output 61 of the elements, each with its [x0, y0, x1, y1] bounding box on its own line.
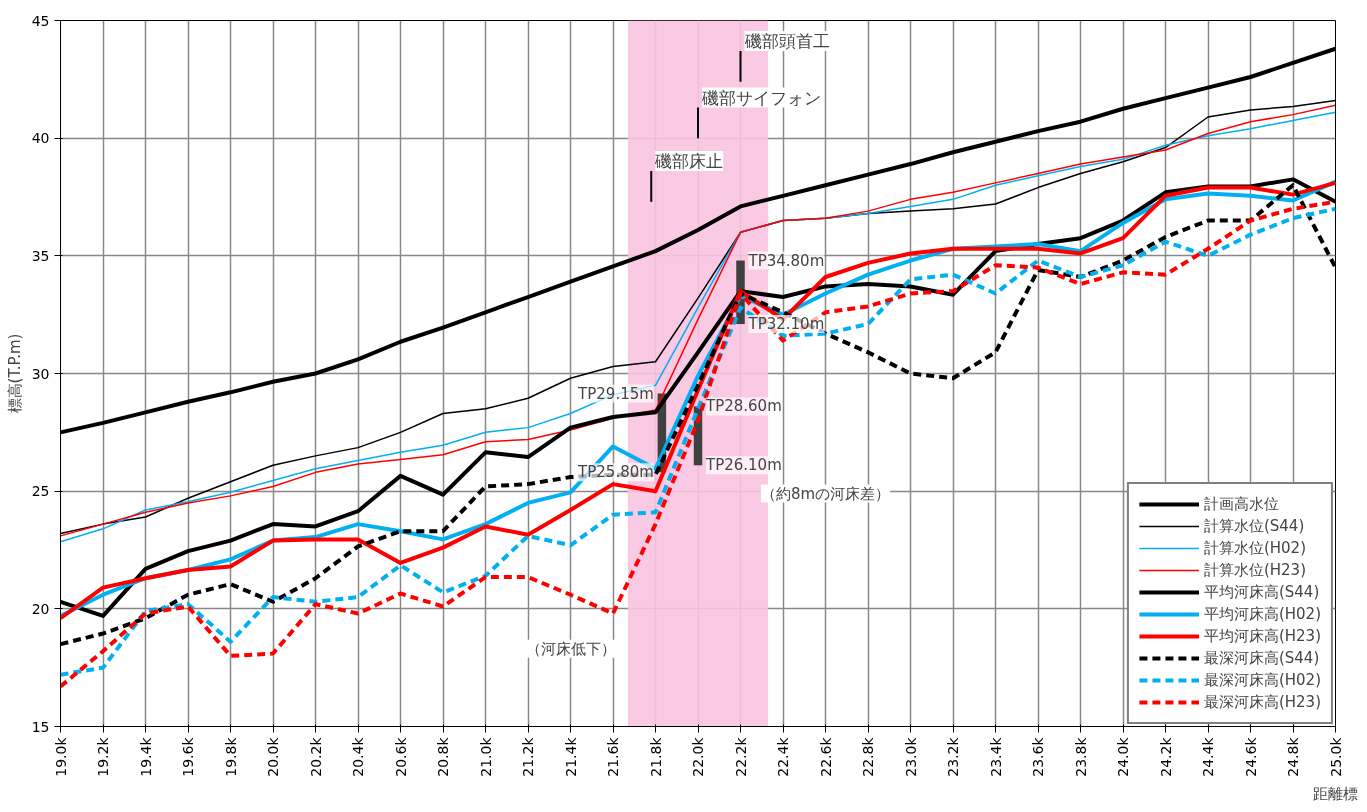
annotation: 磯部床止 [654, 151, 724, 172]
x-tick-label: 19.6k [180, 736, 196, 777]
y-tick-label: 30 [31, 365, 50, 382]
x-tick-label: 19.8k [222, 736, 239, 777]
legend-label: 最深河床高(H02) [1203, 670, 1321, 690]
legend-label: 平均河床高(H02) [1203, 604, 1321, 624]
x-tick-label: 19.2k [95, 736, 111, 777]
annotation: TP28.60m [705, 397, 782, 416]
annotation: 磯部サイフォン [701, 87, 821, 108]
x-tick-label: 23.2k [945, 736, 961, 777]
annotation: TP34.80m [747, 251, 825, 270]
x-tick-label: 21.8k [647, 736, 664, 777]
legend-label: 計算水位(S44) [1203, 516, 1305, 536]
annotation: （約8mの河床差） [760, 484, 891, 503]
y-tick-label: 35 [31, 247, 50, 264]
x-tick-label: 23.6k [1030, 736, 1046, 777]
x-tick-label: 24.6k [1242, 736, 1259, 777]
x-tick-label: 20.6k [392, 736, 409, 777]
x-tick-label: 19.4k [137, 736, 154, 777]
x-tick-label: 20.4k [350, 736, 366, 777]
x-tick-label: 24.4k [1200, 736, 1216, 777]
x-tick-label: 21.6k [605, 736, 621, 777]
legend-label: 平均河床高(H23) [1203, 626, 1321, 646]
x-tick-label: 24.0k [1115, 736, 1131, 777]
x-tick-label: 23.4k [987, 736, 1004, 777]
x-tick-label: 23.8k [1072, 736, 1089, 777]
y-tick-label: 20 [31, 600, 50, 617]
y-tick-label: 45 [31, 12, 50, 29]
legend-label: 最深河床高(H23) [1203, 692, 1321, 712]
x-tick-label: 19.0k [52, 736, 69, 777]
x-axis-title: 距離標 [1313, 784, 1358, 803]
annotation: TP29.15m [577, 384, 654, 403]
legend-label: 計算水位(H02) [1203, 538, 1306, 558]
x-tick-label: 25.0k [1327, 736, 1344, 777]
annotation: TP26.10m [705, 456, 782, 475]
x-tick-label: 22.6k [817, 736, 834, 777]
legend-label: 最深河床高(S44) [1203, 648, 1320, 668]
x-tick-label: 20.0k [265, 736, 281, 777]
annotation: 磯部頭首工 [743, 31, 830, 52]
x-tick-label: 22.0k [690, 736, 706, 777]
annotation: TP25.80m [577, 463, 654, 482]
x-tick-label: 22.2k [732, 736, 749, 777]
x-tick-label: 22.8k [860, 736, 876, 777]
x-tick-label: 23.0k [902, 736, 919, 777]
y-axis-title: 標高(T.P.m) [5, 333, 24, 414]
legend-label: 計画高水位 [1203, 494, 1279, 514]
annotation: TP32.10m [747, 315, 825, 334]
y-tick-label: 40 [31, 130, 50, 147]
x-tick-label: 20.2k [307, 736, 324, 777]
y-tick-label: 25 [31, 483, 50, 500]
x-tick-label: 21.2k [520, 736, 536, 777]
legend-label: 平均河床高(S44) [1203, 582, 1320, 602]
x-tick-label: 22.4k [775, 736, 791, 777]
x-tick-label: 21.4k [562, 736, 579, 777]
annotation: （河床低下） [525, 639, 616, 658]
x-tick-label: 24.8k [1285, 736, 1301, 777]
x-tick-label: 20.8k [435, 736, 451, 777]
legend-label: 計算水位(H23) [1203, 560, 1306, 580]
x-tick-label: 24.2k [1157, 736, 1174, 777]
y-tick-label: 15 [31, 718, 50, 735]
x-tick-label: 21.0k [477, 736, 494, 777]
